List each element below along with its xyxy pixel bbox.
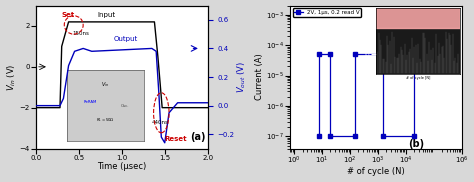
X-axis label: # of cycle (N): # of cycle (N) <box>347 167 404 176</box>
Text: (b): (b) <box>408 139 424 149</box>
Y-axis label: $V_{in}$ (V): $V_{in}$ (V) <box>6 63 18 91</box>
Y-axis label: Current (A): Current (A) <box>255 54 264 100</box>
Text: Reset: Reset <box>165 136 187 142</box>
Text: 150ns: 150ns <box>72 31 89 36</box>
Text: 440ns: 440ns <box>152 120 169 125</box>
Text: Input: Input <box>98 12 116 18</box>
Text: (a): (a) <box>191 132 206 142</box>
Text: Set: Set <box>62 12 75 18</box>
X-axis label: Time (μsec): Time (μsec) <box>97 162 146 171</box>
Text: Output: Output <box>113 36 137 42</box>
Legend: 2V, 1μs, 0.2 read V: 2V, 1μs, 0.2 read V <box>292 8 361 17</box>
Y-axis label: $V_{out}$ (V): $V_{out}$ (V) <box>236 61 248 93</box>
